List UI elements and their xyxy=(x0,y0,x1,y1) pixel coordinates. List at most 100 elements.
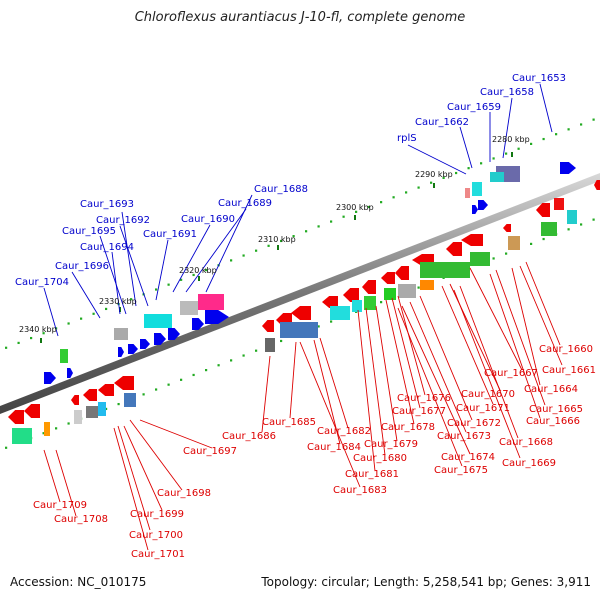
gene-label[interactable]: Caur_1690 xyxy=(181,214,235,225)
gene-label[interactable]: Caur_1678 xyxy=(381,422,435,433)
gene-arrow[interactable] xyxy=(395,266,409,280)
gene-label[interactable]: Caur_1682 xyxy=(317,426,371,437)
feature-box xyxy=(508,236,520,250)
gene-label[interactable]: Caur_1668 xyxy=(499,437,553,448)
gene-arrow[interactable] xyxy=(128,344,138,354)
map-title: Chloroflexus aurantiacus J-10-fl, comple… xyxy=(134,10,466,25)
gene-label[interactable]: Caur_1676 xyxy=(397,393,451,404)
gene-arrow[interactable] xyxy=(24,404,40,418)
gene-arrow[interactable] xyxy=(168,328,180,340)
gene-label[interactable]: Caur_1685 xyxy=(262,417,316,428)
gene-arrow[interactable] xyxy=(98,384,114,396)
gene-label[interactable]: Caur_1701 xyxy=(131,549,185,560)
tick-label: 2340 kbp xyxy=(19,325,57,334)
gene-label[interactable]: Caur_1679 xyxy=(364,439,418,450)
gene-label[interactable]: Caur_1704 xyxy=(15,277,69,288)
gene-label[interactable]: Caur_1699 xyxy=(130,509,184,520)
gene-label[interactable]: Caur_1694 xyxy=(80,242,134,253)
gene-arrow[interactable] xyxy=(478,200,488,210)
gene-arrow[interactable] xyxy=(461,234,483,246)
gene-arrow[interactable] xyxy=(154,333,166,345)
gene-label[interactable]: Caur_1680 xyxy=(353,453,407,464)
gene-label[interactable]: rplS xyxy=(397,133,417,144)
feature-box xyxy=(86,406,98,418)
feature-box xyxy=(124,393,136,407)
gene-arrow[interactable] xyxy=(446,242,462,256)
gene-label[interactable]: Caur_1664 xyxy=(524,384,578,395)
tick-label: 2310 kbp xyxy=(258,235,296,244)
gene-label[interactable]: Caur_1691 xyxy=(143,229,197,240)
feature-box xyxy=(541,222,557,236)
feature-box xyxy=(98,402,106,416)
gene-arrow[interactable] xyxy=(560,162,576,174)
feature-box xyxy=(384,288,396,300)
gene-arrow[interactable] xyxy=(205,310,229,324)
gene-arrow[interactable] xyxy=(503,224,511,232)
gene-arrow[interactable] xyxy=(536,203,550,217)
gene-label[interactable]: Caur_1673 xyxy=(437,431,491,442)
gene-label[interactable]: Caur_1659 xyxy=(447,102,501,113)
feature-box xyxy=(144,314,172,328)
gene-label[interactable]: Caur_1653 xyxy=(512,73,566,84)
gene-arrow[interactable] xyxy=(362,280,376,294)
gene-label[interactable]: Caur_1688 xyxy=(254,184,308,195)
gene-label[interactable]: Caur_1674 xyxy=(441,452,495,463)
gene-arrow[interactable] xyxy=(192,318,204,330)
feature-box xyxy=(567,210,577,224)
gene-label[interactable]: Caur_1692 xyxy=(96,215,150,226)
feature-box xyxy=(364,296,376,310)
gene-label[interactable]: Caur_1670 xyxy=(461,389,515,400)
gene-arrow[interactable] xyxy=(262,320,274,332)
gene-label[interactable]: Caur_1700 xyxy=(129,530,183,541)
gene-arrow[interactable] xyxy=(140,339,150,349)
gene-label[interactable]: Caur_1681 xyxy=(345,469,399,480)
gene-arrow[interactable] xyxy=(114,376,134,390)
feature-box xyxy=(180,301,198,315)
gene-arrow[interactable] xyxy=(118,347,124,357)
gene-label[interactable]: Caur_1671 xyxy=(456,403,510,414)
feature-box xyxy=(60,349,68,363)
gene-arrow[interactable] xyxy=(472,205,478,214)
gene-label[interactable]: Caur_1658 xyxy=(480,87,534,98)
gene-label[interactable]: Caur_1661 xyxy=(542,365,596,376)
gene-label[interactable]: Caur_1666 xyxy=(526,416,580,427)
gene-arrow[interactable] xyxy=(322,296,338,308)
gene-arrow[interactable] xyxy=(44,372,56,384)
gene-arrow[interactable] xyxy=(594,180,600,190)
gene-label[interactable]: Caur_1697 xyxy=(183,446,237,457)
tick-label: 2290 kbp xyxy=(415,170,453,179)
gene-arrow[interactable] xyxy=(67,368,73,378)
gene-label[interactable]: Caur_1675 xyxy=(434,465,488,476)
feature-box xyxy=(330,306,350,320)
gene-arrow[interactable] xyxy=(71,395,79,405)
gene-label[interactable]: Caur_1684 xyxy=(307,442,361,453)
gene-arrow[interactable] xyxy=(8,410,24,424)
gene-label[interactable]: Caur_1693 xyxy=(80,199,134,210)
feature-box xyxy=(554,198,564,210)
gene-label[interactable]: Caur_1696 xyxy=(55,261,109,272)
gene-label[interactable]: Caur_1669 xyxy=(502,458,556,469)
tick-label: 2300 kbp xyxy=(336,203,374,212)
gene-label[interactable]: Caur_1660 xyxy=(539,344,593,355)
gene-arrow[interactable] xyxy=(381,272,395,284)
gene-label[interactable]: Caur_1672 xyxy=(447,418,501,429)
leader-lines xyxy=(43,83,563,551)
gene-label[interactable]: Caur_1686 xyxy=(222,431,276,442)
accession-text: Accession: NC_010175 xyxy=(10,575,147,589)
feature-box xyxy=(198,294,224,310)
gene-label[interactable]: Caur_1677 xyxy=(392,406,446,417)
feature-box xyxy=(352,300,362,312)
gene-label[interactable]: Caur_1683 xyxy=(333,485,387,496)
gene-label[interactable]: Caur_1709 xyxy=(33,500,87,511)
gene-label[interactable]: Caur_1708 xyxy=(54,514,108,525)
gene-label[interactable]: Caur_1667 xyxy=(484,368,538,379)
gene-label[interactable]: Caur_1698 xyxy=(157,488,211,499)
gene-label[interactable]: Caur_1665 xyxy=(529,404,583,415)
gene-label[interactable]: Caur_1662 xyxy=(415,117,469,128)
gene-arrow[interactable] xyxy=(343,288,359,302)
gene-label[interactable]: Caur_1695 xyxy=(62,226,116,237)
gene-arrow[interactable] xyxy=(291,306,311,320)
gene-arrow[interactable] xyxy=(83,389,97,401)
gene-label[interactable]: Caur_1689 xyxy=(218,198,272,209)
